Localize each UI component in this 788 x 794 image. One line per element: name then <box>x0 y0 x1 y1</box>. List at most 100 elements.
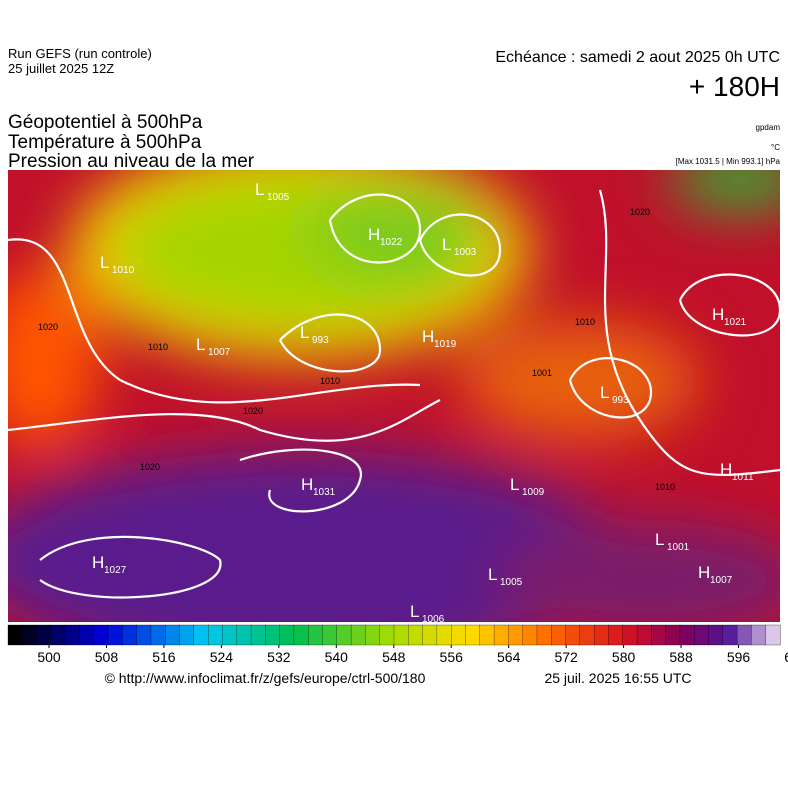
colorbar-cell <box>493 624 510 646</box>
center-value: 1003 <box>454 247 477 258</box>
colorbar-cell <box>379 624 395 646</box>
colorbar-cell <box>150 624 166 646</box>
colorbar-cell <box>694 624 710 646</box>
colorbar-cell <box>736 624 753 646</box>
colorbar-cell <box>565 624 581 646</box>
colorbar-cell <box>536 624 552 646</box>
colorbar-label: 532 <box>267 649 291 665</box>
colorbar-label: 516 <box>152 649 176 665</box>
colorbar-cell <box>479 624 495 646</box>
colorbar-cell <box>65 624 81 646</box>
colorbar-cell <box>136 624 152 646</box>
colorbar-cell <box>122 624 138 646</box>
center-value: 993 <box>612 395 629 406</box>
center-letter: H <box>698 563 710 582</box>
colorbar: 500 508 516 524 532 540 548 556 564 572 580 588 596 6… <box>7 624 788 665</box>
colorbar-cell <box>265 624 281 646</box>
colorbar-cell <box>79 624 95 646</box>
colorbar-label: 564 <box>497 649 521 665</box>
isobar-label: 1010 <box>655 482 675 492</box>
title: Température à 500hPa <box>8 132 202 153</box>
center-letter: L <box>300 323 309 342</box>
colorbar-cell <box>93 624 109 646</box>
center-letter: H <box>720 460 732 479</box>
center-letter: H <box>301 475 313 494</box>
center-value: 1019 <box>434 339 457 350</box>
colorbar-cell <box>651 624 667 646</box>
center-letter: L <box>410 602 419 621</box>
title: Géopotentiel à 500hPa <box>8 112 203 133</box>
center-value: 1031 <box>313 487 336 498</box>
colorbar-label: 604 <box>784 649 788 665</box>
center-value: 993 <box>312 335 329 346</box>
isobar-label: 1010 <box>148 342 168 352</box>
colorbar-cell <box>722 624 738 646</box>
lead-time: + 180H <box>689 71 780 102</box>
colorbar-cell <box>708 624 724 646</box>
colorbar-cell <box>193 624 209 646</box>
colorbar-label: 508 <box>95 649 119 665</box>
center-letter: L <box>196 335 205 354</box>
center-value: 1022 <box>380 237 403 248</box>
colorbar-cell <box>350 624 367 646</box>
center-letter: H <box>368 225 380 244</box>
center-letter: L <box>255 180 264 199</box>
center-value: 1006 <box>422 614 445 625</box>
title: Pression au niveau de la mer <box>8 151 255 172</box>
colorbar-label: 556 <box>440 649 464 665</box>
colorbar-cell <box>608 624 624 646</box>
center-value: 1005 <box>500 577 523 588</box>
colorbar-cell <box>393 624 409 646</box>
run-date: 25 juillet 2025 12Z <box>8 61 114 76</box>
isobar-label: 1010 <box>575 317 595 327</box>
colorbar-cell <box>207 624 224 646</box>
colorbar-label: 548 <box>382 649 406 665</box>
colorbar-cell <box>465 624 481 646</box>
center-value: 1007 <box>208 347 231 358</box>
center-value: 1027 <box>104 565 127 576</box>
center-value: 1001 <box>667 542 690 553</box>
center-letter: L <box>600 383 609 402</box>
colorbar-cell <box>36 624 52 646</box>
generated: 25 juil. 2025 16:55 UTC <box>544 670 691 686</box>
isobar-label: 1020 <box>630 207 650 217</box>
center-value: 1021 <box>724 317 747 328</box>
colorbar-cell <box>22 624 38 646</box>
colorbar-cell <box>236 624 252 646</box>
colorbar-cell <box>636 624 652 646</box>
isobar-label: 1010 <box>320 376 340 386</box>
colorbar-label: 540 <box>325 649 349 665</box>
colorbar-cell <box>365 624 381 646</box>
colorbar-label: 588 <box>669 649 693 665</box>
unit: gpdam <box>756 123 781 132</box>
unit: [Max 1031.5 | Min 993.1] hPa <box>676 157 781 166</box>
center-letter: H <box>92 553 104 572</box>
colorbar-cell <box>751 624 767 646</box>
colorbar-label: 580 <box>612 649 636 665</box>
colorbar-cell <box>508 624 524 646</box>
colorbar-cell <box>222 624 238 646</box>
center-value: 1011 <box>732 472 754 483</box>
colorbar-cell <box>293 624 309 646</box>
center-letter: L <box>100 253 109 272</box>
colorbar-cell <box>622 624 638 646</box>
colorbar-cell <box>308 624 324 646</box>
colorbar-label: 500 <box>37 649 61 665</box>
center-value: 1009 <box>522 487 545 498</box>
center-value: 1007 <box>710 575 733 586</box>
colorbar-label: 524 <box>210 649 234 665</box>
colorbar-cell <box>765 624 781 646</box>
colorbar-cell <box>551 624 567 646</box>
colorbar-cell <box>436 624 452 646</box>
source: © http://www.infoclimat.fr/z/gefs/europe… <box>105 670 426 686</box>
colorbar-label: 572 <box>554 649 578 665</box>
center-letter: L <box>655 530 664 549</box>
colorbar-cell <box>408 624 424 646</box>
colorbar-cell <box>336 624 352 646</box>
isobar-label: 1020 <box>243 406 263 416</box>
isobar-label: 1020 <box>38 322 58 332</box>
colorbar-cell <box>522 624 538 646</box>
isobar-label: 1001 <box>532 368 552 378</box>
center-value: 1010 <box>112 265 135 276</box>
